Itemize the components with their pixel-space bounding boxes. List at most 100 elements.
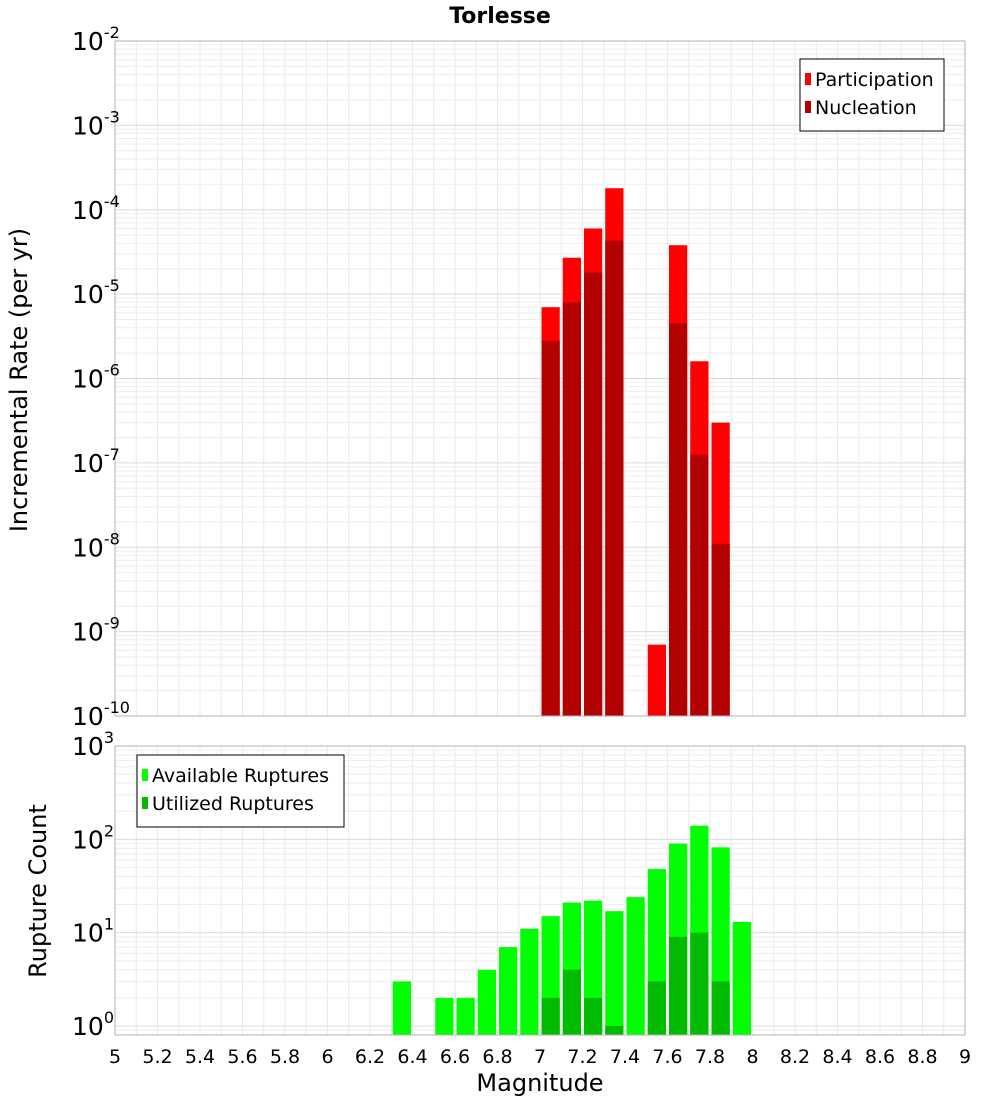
y-tick-label: 10-10 [72, 698, 130, 731]
x-tick-label: 6.6 [440, 1046, 470, 1068]
y-tick-label: 10-8 [72, 529, 120, 562]
rate-y-axis-label: Incremental Rate (per yr) [5, 228, 33, 532]
x-tick-label: 6.8 [482, 1046, 512, 1068]
y-tick-label: 10-6 [72, 361, 120, 394]
legend-label: Utilized Ruptures [152, 793, 314, 815]
utilized-ruptures-bar [690, 932, 709, 1035]
legend-label: Available Ruptures [152, 765, 329, 787]
legend-label: Nucleation [815, 97, 917, 119]
bars [392, 825, 751, 1035]
y-tick-exponent: 2 [104, 821, 114, 840]
nucleation-bar [541, 340, 560, 716]
legend-swatch [142, 797, 148, 809]
y-tick-base: 10 [72, 732, 104, 761]
x-tick-label: 8.4 [822, 1046, 852, 1068]
x-tick-label: 7.8 [695, 1046, 725, 1068]
utilized-ruptures-bar [541, 997, 560, 1035]
y-tick-base: 10 [72, 825, 104, 854]
x-tick-label: 6.4 [397, 1046, 427, 1068]
nucleation-bar [605, 240, 624, 717]
utilized-ruptures-bar [605, 1025, 624, 1035]
y-tick-exponent: -6 [104, 361, 120, 380]
y-tick-label: 102 [72, 821, 114, 854]
y-tick-base: 10 [72, 280, 104, 309]
y-tick-base: 10 [72, 449, 104, 478]
y-tick-label: 10-9 [72, 614, 120, 647]
utilized-ruptures-bar [584, 997, 603, 1035]
y-tick-base: 10 [72, 196, 104, 225]
x-tick-label: 5.6 [227, 1046, 257, 1068]
plot-border [114, 745, 966, 1036]
grid-lines [114, 745, 966, 1036]
participation-bar [647, 644, 666, 716]
grid-lines [114, 40, 966, 717]
y-tick-exponent: -10 [104, 698, 130, 717]
x-tick-label: 7.2 [567, 1046, 597, 1068]
nucleation-bar [584, 272, 603, 716]
y-tick-exponent: -7 [104, 445, 120, 464]
legend-swatch [805, 101, 811, 113]
available-ruptures-bar [499, 947, 518, 1035]
y-tick-base: 10 [72, 365, 104, 394]
x-tick-label: 5.8 [270, 1046, 300, 1068]
x-tick-label: 9 [959, 1046, 971, 1068]
y-tick-exponent: -8 [104, 529, 120, 548]
x-tick-label: 8.8 [907, 1046, 937, 1068]
nucleation-bar [562, 302, 581, 716]
utilized-ruptures-bar [669, 936, 688, 1035]
y-tick-label: 10-7 [72, 445, 120, 478]
x-tick-label: 7.4 [610, 1046, 640, 1068]
x-tick-label: 8.6 [865, 1046, 895, 1068]
y-tick-label: 10-2 [72, 23, 120, 56]
y-tick-exponent: -3 [104, 107, 120, 126]
x-tick-label: 8 [746, 1046, 758, 1068]
utilized-ruptures-bar [562, 969, 581, 1035]
x-tick-label: 7 [534, 1046, 546, 1068]
available-ruptures-bar [626, 897, 645, 1035]
available-ruptures-bar [392, 981, 411, 1035]
y-tick-exponent: -4 [104, 192, 120, 211]
legend-box [136, 754, 345, 828]
utilized-ruptures-bar [647, 981, 666, 1035]
nucleation-bar [669, 323, 688, 716]
y-tick-base: 10 [72, 1012, 104, 1041]
y-tick-label: 10-5 [72, 276, 120, 309]
y-tick-label: 10-4 [72, 192, 120, 225]
y-tick-label: 100 [72, 1008, 114, 1041]
x-axis-label: Magnitude [476, 1069, 603, 1097]
nucleation-bar [711, 543, 730, 716]
y-tick-label: 101 [72, 915, 114, 948]
legend-swatch [142, 769, 148, 781]
y-tick-base: 10 [72, 702, 104, 731]
legend-label: Participation [815, 69, 934, 91]
y-tick-base: 10 [72, 27, 104, 56]
available-ruptures-bar [605, 911, 624, 1035]
utilized-ruptures-bar [711, 981, 730, 1035]
legend: Available Ruptures Utilized Ruptures [136, 754, 345, 828]
y-tick-base: 10 [72, 618, 104, 647]
y-tick-base: 10 [72, 111, 104, 140]
legend-swatch [805, 73, 811, 85]
y-tick-exponent: 3 [104, 728, 114, 747]
y-tick-label: 10-3 [72, 107, 120, 140]
y-tick-base: 10 [72, 533, 104, 562]
y-tick-exponent: -2 [104, 23, 120, 42]
x-tick-label: 5.2 [142, 1046, 172, 1068]
x-tick-label: 5 [109, 1046, 121, 1068]
available-ruptures-bar [435, 997, 454, 1035]
available-ruptures-bar [732, 922, 751, 1035]
legend-box [799, 58, 945, 132]
available-ruptures-bar [477, 969, 496, 1035]
y-tick-exponent: -5 [104, 276, 120, 295]
count-y-axis-label: Rupture Count [24, 804, 52, 978]
y-tick-label: 103 [72, 728, 114, 761]
legend: Participation Nucleation [799, 58, 945, 132]
nucleation-bar [690, 454, 709, 716]
x-tick-label: 5.4 [185, 1046, 215, 1068]
bars [541, 188, 730, 717]
rate-plot: 10-1010-910-810-710-610-510-410-310-2Par… [72, 23, 966, 731]
